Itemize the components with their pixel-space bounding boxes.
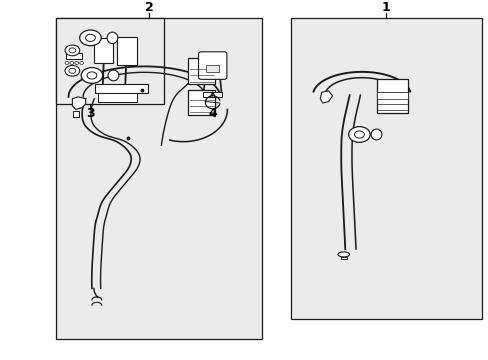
- Polygon shape: [320, 91, 332, 103]
- Bar: [376, 91, 407, 99]
- Bar: [56, 18, 163, 104]
- Bar: [66, 53, 81, 59]
- Circle shape: [80, 62, 83, 64]
- Circle shape: [65, 62, 69, 64]
- Circle shape: [81, 68, 102, 83]
- Ellipse shape: [108, 70, 119, 81]
- Text: 4: 4: [208, 107, 217, 120]
- Polygon shape: [337, 252, 349, 257]
- FancyBboxPatch shape: [198, 52, 226, 79]
- Bar: [95, 84, 148, 93]
- Bar: [188, 90, 215, 115]
- Circle shape: [65, 66, 80, 76]
- Bar: [117, 37, 137, 65]
- Polygon shape: [73, 111, 79, 117]
- Circle shape: [80, 30, 101, 46]
- Polygon shape: [72, 97, 85, 109]
- Bar: [56, 18, 261, 338]
- Circle shape: [65, 45, 80, 56]
- Bar: [203, 91, 222, 97]
- Bar: [290, 18, 481, 319]
- Bar: [94, 38, 113, 63]
- Bar: [188, 58, 215, 84]
- Ellipse shape: [107, 32, 118, 44]
- Text: 1: 1: [381, 1, 390, 14]
- Text: 2: 2: [144, 1, 153, 14]
- Bar: [376, 79, 407, 113]
- Text: 3: 3: [86, 107, 95, 120]
- Bar: [206, 65, 219, 72]
- Circle shape: [75, 62, 79, 64]
- Bar: [98, 93, 137, 102]
- Circle shape: [70, 62, 74, 64]
- Ellipse shape: [370, 129, 381, 140]
- Polygon shape: [340, 257, 346, 259]
- Circle shape: [348, 127, 369, 142]
